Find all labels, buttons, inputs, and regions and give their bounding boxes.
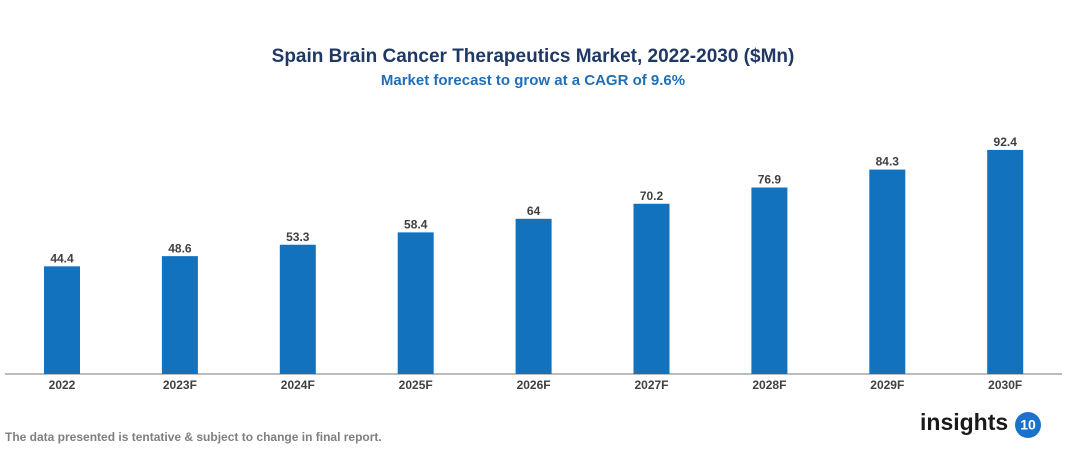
logo-badge-text: 10 (1020, 417, 1036, 433)
value-label: 84.3 (876, 155, 900, 169)
bar (397, 232, 434, 374)
value-label: 92.4 (994, 135, 1018, 149)
x-tick-label: 2025F (399, 378, 433, 392)
chart-title: Spain Brain Cancer Therapeutics Market, … (272, 46, 795, 67)
x-tick-label: 2027F (634, 378, 668, 392)
x-tick-label: 2030F (988, 378, 1022, 392)
x-tick-label: 2028F (752, 378, 786, 392)
value-label: 70.2 (640, 189, 664, 203)
logo-text: insights (920, 409, 1008, 435)
logo-badge (1015, 412, 1041, 438)
x-tick-label: 2026F (517, 378, 551, 392)
bar (279, 244, 316, 374)
bar (515, 218, 552, 374)
bar (44, 266, 80, 374)
value-label: 48.6 (168, 241, 192, 255)
bar (869, 169, 906, 374)
bar (751, 187, 788, 374)
chart-subtitle: Market forecast to grow at a CAGR of 9.6… (381, 72, 685, 89)
value-label: 44.4 (50, 252, 74, 266)
footnote: The data presented is tentative & subjec… (5, 430, 382, 444)
x-tick-label: 2024F (281, 378, 315, 392)
bar (633, 203, 670, 374)
value-label: 53.3 (286, 230, 310, 244)
x-tick-label: 2022 (49, 378, 76, 392)
x-tick-label: 2023F (163, 378, 197, 392)
bar (161, 256, 198, 374)
value-label: 76.9 (758, 173, 782, 187)
bar (987, 149, 1024, 374)
value-label: 64 (527, 204, 541, 218)
x-tick-label: 2029F (870, 378, 904, 392)
value-label: 58.4 (404, 218, 428, 232)
